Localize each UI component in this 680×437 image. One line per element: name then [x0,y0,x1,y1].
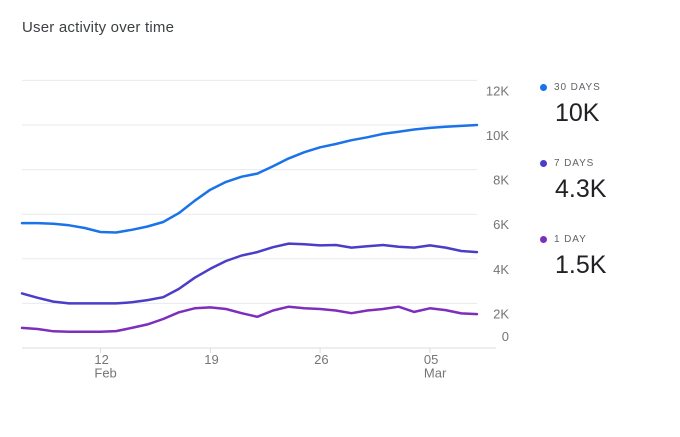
chart-legend: 30 DAYS 10K 7 DAYS 4.3K 1 DAY 1.5K [540,80,606,308]
legend-label-7-days: 7 DAYS [554,158,595,169]
y-axis-label: 10K [486,128,509,143]
y-axis-label: 12K [486,83,509,98]
legend-value-30-days: 10K [555,99,600,127]
y-axis-label: 0 [502,329,509,344]
x-axis-label-day: 19 [204,352,218,367]
legend-item-1-day[interactable]: 1 DAY 1.5K [540,232,606,281]
x-axis-label-month: Feb [94,366,116,381]
legend-item-30-days[interactable]: 30 DAYS 10K [540,80,606,129]
legend-label-1-day: 1 DAY [554,234,587,245]
y-axis-label: 8K [493,173,509,188]
legend-label-30-days: 30 DAYS [554,82,601,93]
legend-dot-icon [540,84,547,91]
legend-value-7-days: 4.3K [555,175,607,203]
legend-head-1-day: 1 DAY [540,232,606,247]
x-axis-label-day: 05 [424,352,438,367]
legend-head-7-days: 7 DAYS [540,156,606,171]
y-axis-label: 4K [493,262,509,277]
legend-item-7-days[interactable]: 7 DAYS 4.3K [540,156,606,205]
x-axis-label-day: 26 [314,352,328,367]
series-line-7-days[interactable] [20,242,479,305]
x-axis-label-day: 12 [94,352,108,367]
legend-dot-icon [540,236,547,243]
y-axis-label: 2K [493,306,509,321]
page-title: User activity over time [22,19,175,36]
legend-dot-icon [540,160,547,167]
x-axis-label-month: Mar [424,366,447,381]
legend-head-30-days: 30 DAYS [540,80,606,95]
series-line-30-days[interactable] [20,123,479,234]
legend-value-1-day: 1.5K [555,251,607,279]
y-axis-label: 6K [493,217,509,232]
series-line-1-day[interactable] [20,305,479,333]
